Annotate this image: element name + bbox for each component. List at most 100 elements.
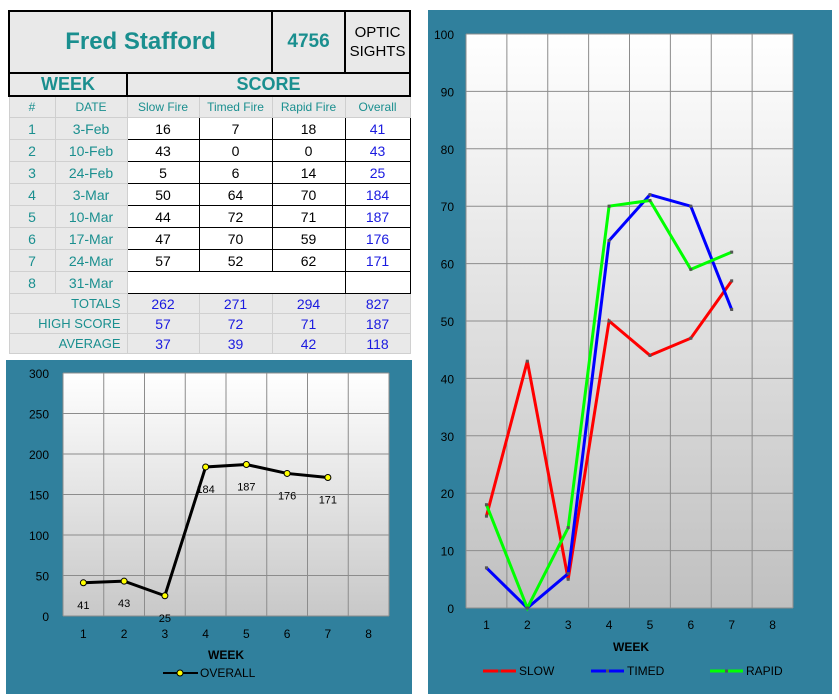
category-line-1: OPTIC [354,24,401,41]
rapid-score: 71 [271,205,346,228]
high-score-row: HIGH SCORE 57 72 71 187 [8,313,411,334]
timed-score: 0 [198,139,273,162]
overall-y-tick-label: 100 [29,529,49,543]
overall-score: 43 [344,139,411,162]
overall-y-tick-label: 50 [36,570,50,584]
component-y-tick-label: 20 [441,487,455,501]
slow-score: 16 [126,117,200,140]
rapid-point [484,503,488,507]
component-y-tick-label: 100 [434,28,454,42]
component-y-tick-label: 50 [441,315,455,329]
overall-chart: 0 50 100 150 200 250 300 1 2 3 4 5 6 7 8 41 43 25 184 187… [29,367,390,680]
week-date: 3-Mar [54,183,128,206]
overall-total: 827 [344,293,411,314]
overall-point [202,463,210,471]
component-y-tick-label: 80 [441,143,455,157]
overall-y-tick-label: 300 [29,367,49,381]
overall-x-tick-label: 5 [243,627,250,641]
timed-score: 72 [198,205,273,228]
slow-score: 47 [126,227,200,250]
overall-point [79,579,87,587]
slow-point [566,577,570,581]
overall-point [120,577,128,585]
component-y-tick-label: 70 [441,200,455,214]
component-y-tick-label: 10 [441,545,455,559]
week-number: 4 [8,183,56,206]
overall-point [324,473,332,481]
rapid-score: 70 [271,183,346,206]
component-x-tick-label: 3 [565,618,572,632]
overall-data-label: 25 [159,613,171,625]
week-date: 17-Mar [54,227,128,250]
week-number: 1 [8,117,56,140]
rapid-score: 0 [271,139,346,162]
component-y-tick-label: 40 [441,372,455,386]
overall-data-label: 184 [196,484,214,496]
component-x-tick-label: 1 [483,618,490,632]
col-slow-header: Slow Fire [126,95,200,118]
timed-point [689,204,693,208]
slow-average: 37 [126,333,200,354]
week-date: 31-Mar [54,271,128,294]
slow-high: 57 [126,313,200,334]
overall-score [344,271,411,294]
timed-legend-marker [606,669,609,673]
overall-x-tick-label: 6 [284,627,291,641]
overall-x-axis-title: WEEK [208,648,244,662]
week-date: 24-Mar [54,249,128,272]
category-line-2: SIGHTS [349,43,406,60]
score-table-container: Fred Stafford 4756 OPTIC SIGHTS WEEK SCOR… [7,10,412,354]
timed-point [648,193,652,197]
component-x-tick-label: 4 [606,618,613,632]
table-row: 5 10-Mar 44 72 71 187 [8,205,411,228]
rapid-point [730,250,734,254]
slow-score: 50 [126,183,200,206]
overall-legend-marker [176,669,184,677]
overall-x-tick-label: 4 [202,627,209,641]
week-heading: WEEK [8,72,128,97]
overall-data-label: 41 [77,600,89,612]
table-row: 3 24-Feb 5 6 14 25 [8,161,411,184]
slow-point [730,279,734,283]
week-number: 8 [8,271,56,294]
rapid-point [607,204,611,208]
component-chart: 0 10 20 30 40 50 60 70 80 90 100 1 2 3 4 5 6 7 8 WEEK SLO… [434,28,794,678]
timed-score: 70 [198,227,273,250]
average-row: AVERAGE 37 39 42 118 [8,333,411,354]
timed-score: 52 [198,249,273,272]
empty-scores [126,271,346,294]
table-row: 1 3-Feb 16 7 18 41 [8,117,411,140]
rapid-total: 294 [271,293,346,314]
col-timed-header: Timed Fire [198,95,273,118]
overall-point [283,469,291,477]
totals-row: TOTALS 262 271 294 827 [8,293,411,314]
rapid-point [525,606,529,610]
overall-legend-label: OVERALL [200,666,256,680]
timed-point [484,566,488,570]
timed-high: 72 [198,313,273,334]
score-table: Fred Stafford 4756 OPTIC SIGHTS WEEK SCOR… [7,10,412,354]
rapid-point [648,198,652,202]
component-x-tick-label: 2 [524,618,531,632]
col-rapid-header: Rapid Fire [271,95,346,118]
overall-average: 118 [344,333,411,354]
table-row: 8 31-Mar [8,271,411,294]
slow-legend-marker [498,669,501,673]
overall-data-label: 171 [319,494,337,506]
overall-x-tick-label: 8 [365,627,372,641]
slow-point [484,514,488,518]
slow-score: 43 [126,139,200,162]
overall-score: 187 [344,205,411,228]
overall-chart-panel: 0 50 100 150 200 250 300 1 2 3 4 5 6 7 8 41 43 25 184 187… [6,360,412,694]
week-number: 6 [8,227,56,250]
week-date: 24-Feb [54,161,128,184]
shooter-name: Fred Stafford [7,10,274,74]
week-number: 3 [8,161,56,184]
component-y-tick-label: 90 [441,85,455,99]
col-num-header: # [8,95,56,118]
component-y-tick-label: 60 [441,258,455,272]
rapid-score: 14 [271,161,346,184]
component-x-tick-label: 5 [647,618,654,632]
week-date: 10-Feb [54,139,128,162]
timed-point [730,308,734,312]
